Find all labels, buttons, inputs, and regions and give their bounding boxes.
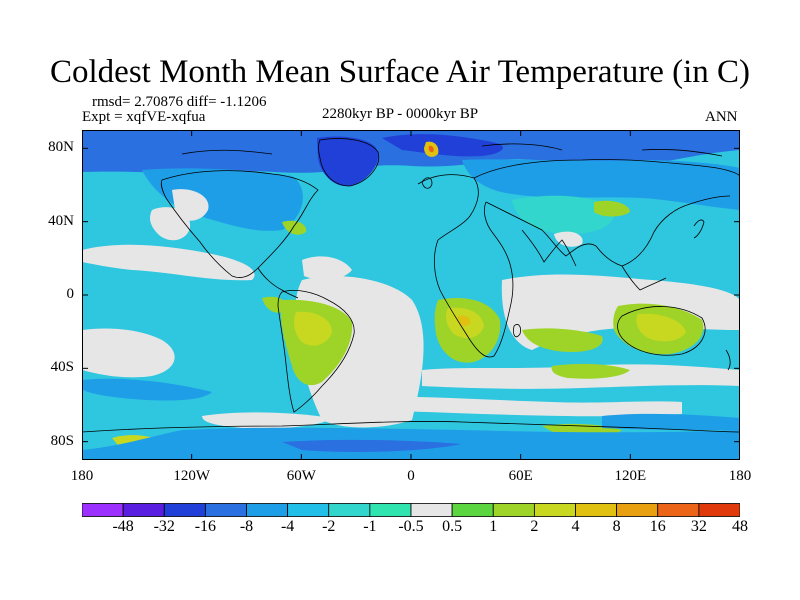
coast-arabia-india — [521, 229, 577, 267]
stats-text: rmsd= 2.70876 diff= -1.1206 — [92, 94, 267, 110]
coast-southeast-asia — [621, 265, 667, 291]
colorbar-label: 8 — [612, 518, 621, 535]
lon-label: 180 — [728, 468, 752, 484]
experiment-text: Expt = xqfVE-xqfua — [82, 109, 206, 125]
colorbar-label: 48 — [732, 518, 748, 535]
arctic-deep-cold — [382, 134, 503, 157]
period-text: 2280kyr BP - 0000kyr BP — [322, 106, 479, 122]
colorbar-label: 0.5 — [442, 518, 463, 535]
lat-label: 40N — [48, 212, 74, 229]
colorbar-swatch — [287, 503, 330, 517]
coast-eurasia — [473, 159, 740, 267]
colorbar — [82, 503, 740, 517]
colorbar-swatch — [575, 503, 618, 517]
north-america-cold — [142, 168, 303, 231]
colorbar-label: -0.5 — [398, 518, 424, 535]
colorbar-label: -48 — [112, 518, 134, 535]
coast-uk — [421, 177, 433, 189]
antarctic-gray-patches — [202, 412, 332, 429]
coast-europe-africa — [417, 174, 514, 358]
coast-japan — [693, 219, 705, 239]
lon-label: 0 — [407, 468, 415, 484]
coast-australia — [617, 306, 706, 356]
australia-warm-core — [636, 313, 686, 342]
lat-label: 80N — [48, 139, 74, 156]
coast-antarctica — [82, 421, 740, 433]
colorbar-swatch — [492, 503, 535, 517]
southern-ocean-warm — [551, 363, 630, 379]
lon-label: 120W — [173, 468, 210, 484]
colorbar-swatch — [163, 503, 206, 517]
lat-label: 0 — [66, 286, 75, 302]
indian-ocean-warm — [522, 328, 603, 352]
colorbar-label: -1 — [363, 518, 377, 535]
southern-gray-lower — [342, 396, 682, 417]
coast-new-zealand — [725, 349, 731, 371]
greenland-warm-core — [428, 145, 434, 153]
asia-green-patch — [594, 200, 630, 217]
coast-central-america — [257, 267, 299, 299]
map-ticks — [82, 130, 740, 460]
colorbar-swatch — [246, 503, 289, 517]
colorbar-swatch — [533, 503, 576, 517]
colorbar-label: 2 — [530, 518, 539, 535]
coast-greenland — [318, 138, 380, 187]
pacific-gray-band — [82, 244, 255, 281]
eurasia-cold — [462, 159, 740, 210]
colorbar-label: 1 — [489, 518, 498, 535]
africa-hot-spot — [457, 315, 471, 326]
atlantic-gray-west — [302, 256, 352, 280]
coast-north-america — [160, 170, 319, 278]
temperature-map — [82, 130, 740, 460]
colorbar-label: 4 — [571, 518, 580, 535]
colorbar-label: 32 — [690, 518, 707, 535]
pacific-gray-streak — [172, 189, 209, 221]
colorbar-swatch — [328, 503, 371, 517]
lon-label: 60W — [286, 468, 316, 484]
colorbar-swatch — [369, 503, 412, 517]
tibet-gray — [554, 231, 583, 247]
colorbar-swatch — [82, 503, 124, 517]
colorbar-label: -32 — [153, 518, 175, 535]
colorbar-swatch — [451, 503, 494, 517]
central-asia-teal — [512, 195, 615, 234]
south-pacific-warm — [262, 296, 287, 313]
colorbar-swatch — [122, 503, 165, 517]
colorbar-label: 16 — [649, 518, 666, 535]
antarctic-deep-cold — [282, 439, 462, 452]
south-pacific-gray — [82, 328, 175, 378]
map-title: Coldest Month Mean Surface Air Temperatu… — [50, 54, 750, 90]
colorbar-swatch — [204, 503, 247, 517]
lon-label: 60E — [508, 468, 533, 484]
south-america-warm-core — [294, 311, 332, 346]
coastlines — [82, 138, 740, 433]
greenland-cold — [317, 136, 378, 187]
lon-label: 180 — [70, 468, 94, 484]
colorbar-swatch — [698, 503, 740, 517]
lon-label: 120E — [614, 468, 647, 484]
coast-south-america — [277, 290, 355, 413]
colorbar-swatch — [657, 503, 700, 517]
coast-arctic-islands — [181, 143, 723, 157]
lat-label: 80S — [50, 432, 74, 449]
lat-label: 40S — [50, 359, 74, 376]
colorbar-label: -2 — [322, 518, 336, 535]
coast-madagascar — [513, 324, 521, 338]
colorbar-label: -4 — [280, 518, 295, 535]
colorbar-label: -16 — [194, 518, 217, 535]
colorbar-swatch — [410, 503, 453, 517]
north-america-green-patch — [282, 220, 307, 235]
colorbar-label: -8 — [239, 518, 254, 535]
southern-ocean-cold-west — [82, 378, 212, 401]
southern-ocean-cold-east — [602, 413, 740, 430]
colorbar-swatch — [616, 503, 659, 517]
season-text: ANN — [705, 109, 738, 125]
